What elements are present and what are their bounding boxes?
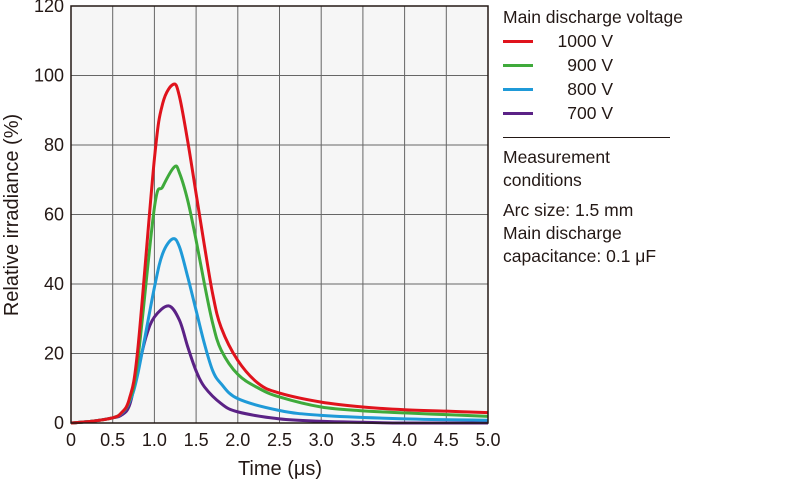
x-tick-label: 0	[66, 430, 76, 450]
y-tick-label: 60	[44, 205, 64, 225]
legend-item: 700 V	[503, 101, 683, 125]
x-tick-label: 3.5	[350, 430, 375, 450]
x-tick-label: 0.5	[100, 430, 125, 450]
capacitance-text: Main discharge capacitance: 0.1 μF	[503, 223, 657, 266]
y-tick-label: 80	[44, 135, 64, 155]
x-tick-label: 1.0	[142, 430, 167, 450]
x-tick-label: 1.5	[184, 430, 209, 450]
legend-label: 700 V	[567, 102, 613, 123]
x-tick-label: 5.0	[475, 430, 500, 450]
y-tick-label: 40	[44, 274, 64, 294]
legend-item: 900 V	[503, 53, 683, 77]
legend-swatch	[503, 39, 533, 43]
legend-title: Main discharge voltage	[503, 7, 683, 27]
series-line-1000v	[70, 82, 489, 425]
y-tick-label: 20	[44, 344, 64, 364]
x-tick-label: 2.5	[267, 430, 292, 450]
legend-swatch	[503, 63, 533, 67]
y-tick-label: 100	[34, 66, 64, 86]
y-axis-label: Relative irradiance (%)	[1, 114, 23, 316]
legend: Main discharge voltage 1000 V 900 V 800 V 7…	[503, 6, 683, 268]
plot-frame	[70, 5, 489, 424]
x-tick-label: 3.0	[309, 430, 334, 450]
y-tick-label: 120	[34, 0, 64, 16]
x-tick-label: 2.0	[225, 430, 250, 450]
x-tick-label: 4.0	[392, 430, 417, 450]
arc-size-text: Arc size: 1.5 mm	[503, 200, 634, 220]
x-axis-label: Time (μs)	[238, 458, 322, 480]
legend-label: 1000 V	[557, 30, 613, 51]
conditions-title: Measurement conditions	[503, 147, 610, 190]
legend-divider	[503, 137, 670, 138]
legend-swatch	[503, 87, 533, 91]
legend-label: 900 V	[567, 54, 613, 75]
legend-label: 800 V	[567, 78, 613, 99]
x-tick-label: 4.5	[434, 430, 459, 450]
legend-item: 800 V	[503, 77, 683, 101]
legend-item: 1000 V	[503, 29, 683, 53]
y-tick-label: 0	[54, 413, 64, 433]
legend-swatch	[503, 111, 533, 115]
